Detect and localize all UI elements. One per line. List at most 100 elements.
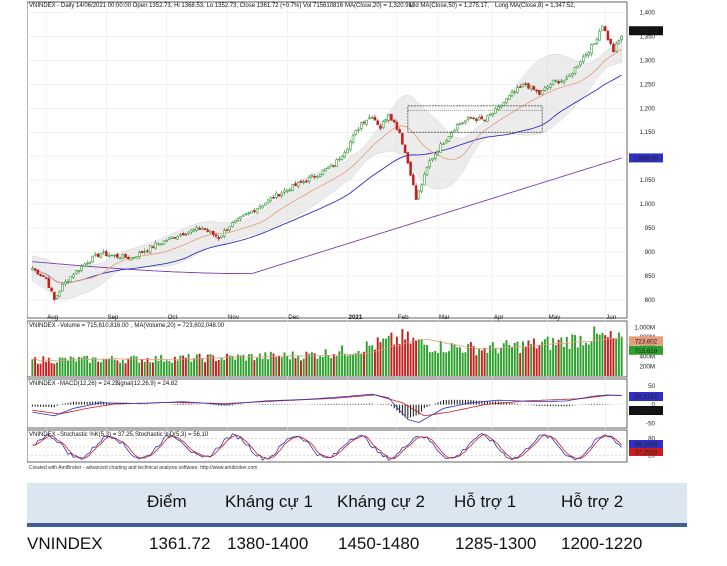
candle-body: [102, 251, 105, 253]
volume-bar: [428, 352, 431, 376]
volume-bar: [242, 354, 245, 376]
candle-body: [179, 234, 182, 237]
volume-bar: [173, 356, 176, 376]
candle-body: [44, 277, 48, 279]
candle-body: [236, 217, 240, 221]
macd-histogram-bar: [72, 401, 74, 405]
candle-body: [417, 190, 421, 200]
macd-histogram-bar: [552, 404, 554, 407]
month-tick-label: Aug: [47, 314, 59, 321]
candle-body: [494, 108, 497, 114]
macd-histogram-bar: [70, 402, 72, 405]
macd-histogram-bar: [560, 404, 562, 407]
candle-body: [118, 257, 122, 260]
macd-histogram-bar: [188, 403, 190, 405]
volume-bar: [469, 342, 472, 376]
candle-body: [239, 216, 242, 220]
candle-body: [63, 281, 67, 285]
macd-histogram-bar: [355, 403, 357, 405]
candle-body: [316, 176, 319, 178]
volume-bar: [456, 347, 459, 376]
volume-bar: [327, 355, 330, 376]
volume-bar: [343, 353, 346, 376]
volume-bar: [258, 353, 261, 376]
volume-bar: [420, 339, 423, 376]
candle-body: [338, 158, 341, 161]
month-tick-label: Jun: [606, 314, 617, 321]
candle-body: [576, 65, 580, 68]
volume-bar: [310, 352, 313, 376]
macd-histogram-bar: [270, 404, 272, 405]
volume-bar: [56, 362, 58, 376]
macd-histogram-bar: [511, 403, 513, 405]
candle-body: [258, 206, 262, 210]
volume-ma-badge: 723,602: [635, 338, 658, 345]
candle-body: [354, 130, 358, 135]
candle-body: [466, 117, 470, 120]
long-ma-line: [32, 157, 622, 275]
macd-histogram-bar: [599, 403, 601, 405]
panel-frame-1: [27, 320, 628, 378]
volume-bar: [275, 356, 278, 376]
macd-histogram-bar: [229, 404, 231, 406]
volume-bar: [401, 328, 404, 376]
volume-bar: [560, 337, 563, 376]
candle-body: [340, 155, 344, 160]
volume-bar: [313, 353, 316, 376]
stoch-y-tick: 80: [648, 436, 655, 443]
volume-bar: [283, 352, 286, 376]
candle-body: [283, 190, 286, 193]
candle-body: [127, 256, 130, 260]
price-y-tick: 1,050: [640, 177, 656, 184]
volume-bar: [609, 331, 612, 376]
candle-body: [450, 132, 453, 137]
volume-bar: [590, 341, 593, 376]
candle-body: [66, 281, 70, 283]
price-y-tick: 1,300: [640, 57, 656, 64]
candle-body: [261, 205, 264, 209]
candle-body: [510, 91, 514, 97]
candle-body: [231, 222, 234, 227]
candle-body: [96, 253, 100, 257]
volume-bar: [302, 358, 305, 376]
candle-body: [187, 231, 190, 235]
candle-body: [565, 76, 569, 80]
candle-body: [94, 253, 97, 256]
candle-body: [58, 291, 62, 297]
volume-bar: [250, 354, 253, 376]
volume-bar: [294, 358, 297, 376]
candle-body: [324, 168, 327, 172]
volume-bar: [404, 339, 407, 376]
volume-bar: [384, 338, 387, 376]
macd-histogram-bar: [267, 404, 269, 405]
macd-histogram-bar: [64, 403, 66, 405]
volume-bar: [264, 352, 267, 376]
volume-bar: [505, 340, 508, 376]
macd-y-tick: 0: [652, 402, 656, 409]
volume-bar: [480, 350, 483, 376]
macd-histogram-bar: [34, 404, 36, 407]
candle-body: [617, 40, 621, 44]
summary-table: Điểm Kháng cự 1 Kháng cự 2 Hỗ trợ 1 Hỗ t…: [27, 483, 687, 563]
candle-body: [568, 74, 571, 77]
volume-bar: [552, 337, 555, 376]
macd-histogram-bar: [404, 404, 406, 417]
candle-body: [480, 116, 484, 120]
candle-body: [491, 112, 495, 116]
volume-bar: [363, 351, 365, 376]
volume-bar: [615, 338, 618, 376]
candle-body: [581, 56, 585, 62]
candle-body: [264, 202, 267, 206]
volume-bar: [324, 349, 327, 376]
macd-histogram-bar: [31, 404, 33, 407]
macd-histogram-bar: [533, 404, 535, 406]
candle-body: [294, 183, 297, 187]
volume-bar: [554, 344, 557, 376]
candle-body: [518, 86, 522, 88]
macd-histogram-bar: [489, 401, 491, 405]
row-ho-tro-1: 1285-1300: [455, 534, 537, 553]
macd-histogram-bar: [448, 399, 450, 405]
candle-body: [31, 268, 34, 271]
candle-body: [307, 176, 311, 182]
candle-body: [313, 176, 316, 178]
